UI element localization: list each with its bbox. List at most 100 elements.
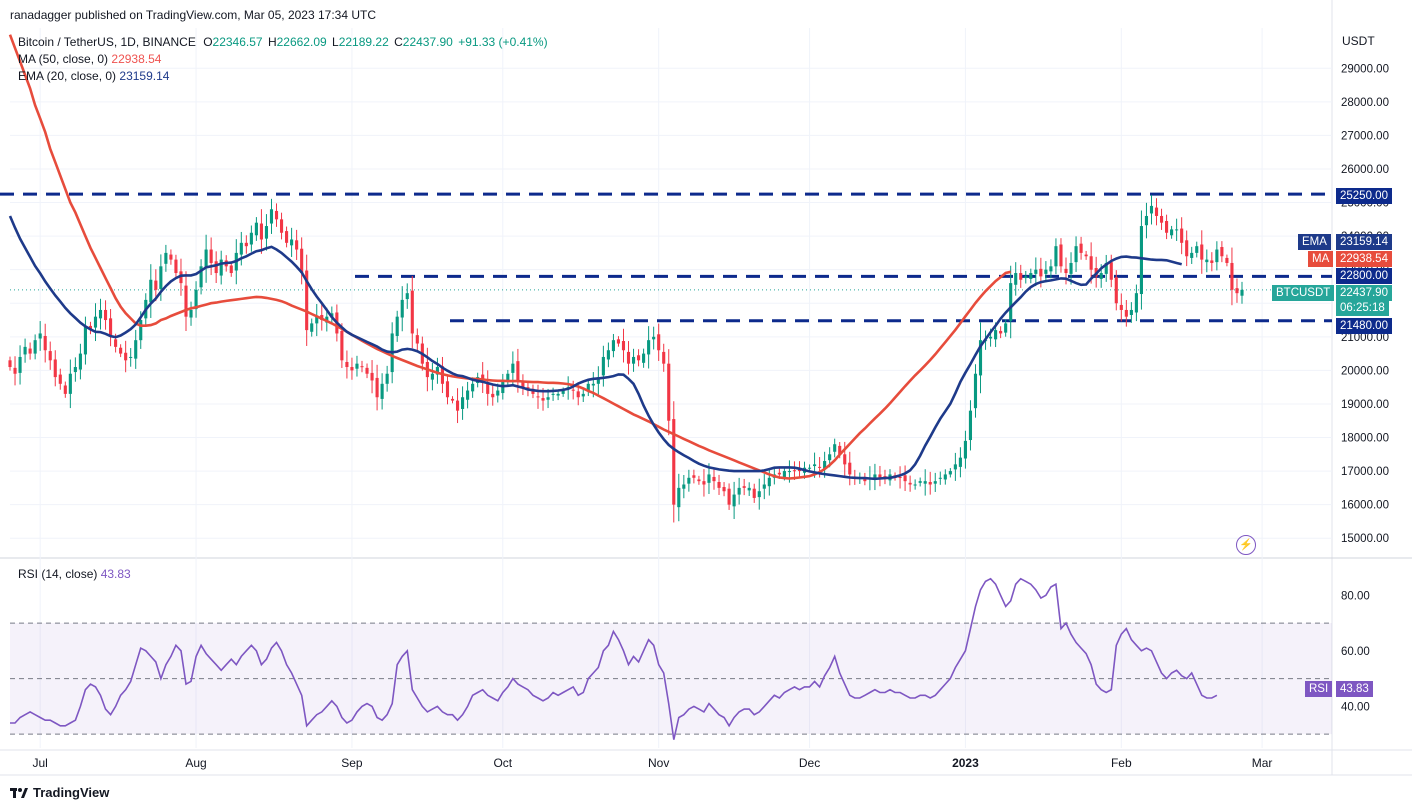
time-tick-label: Mar xyxy=(1252,756,1273,770)
candle-body xyxy=(244,242,248,247)
candle-body xyxy=(953,464,957,470)
candle-body xyxy=(848,462,852,475)
candle-body xyxy=(717,481,721,488)
candle-body xyxy=(164,252,168,264)
candle-body xyxy=(415,335,419,344)
candle-body xyxy=(1024,276,1028,279)
candle-body xyxy=(380,383,384,399)
candle-body xyxy=(239,242,243,255)
candle-body xyxy=(1200,244,1204,260)
candle-body xyxy=(1170,229,1174,236)
candle-body xyxy=(1069,262,1073,274)
candle-body xyxy=(838,445,842,455)
candle-body xyxy=(1054,246,1058,267)
candle-body xyxy=(702,481,706,485)
time-tick-label: Jul xyxy=(32,756,47,770)
candle-body xyxy=(93,316,98,328)
ema-legend-label: EMA (20, close, 0) xyxy=(18,69,117,83)
time-tick-label: Nov xyxy=(648,756,669,770)
rsi-legend[interactable]: RSI (14, close) 43.83 xyxy=(18,567,131,581)
candle-body xyxy=(28,348,32,354)
candle-body xyxy=(1154,207,1159,216)
low-label: L xyxy=(332,35,339,49)
ema-legend[interactable]: EMA (20, close, 0) 23159.14 xyxy=(18,69,169,83)
candle-body xyxy=(571,389,575,391)
candle-body xyxy=(430,373,434,380)
candle-body xyxy=(194,289,198,310)
price-tick-label: 29000.00 xyxy=(1341,63,1389,75)
ma-legend-value: 22938.54 xyxy=(111,52,162,66)
candle-body xyxy=(204,249,208,269)
candle-body xyxy=(1220,247,1224,257)
candle-body xyxy=(732,494,736,507)
high-label: H xyxy=(267,35,277,49)
candle-body xyxy=(179,271,183,284)
candle-body xyxy=(58,374,62,384)
candle-body xyxy=(722,487,726,492)
ema20-line xyxy=(8,215,1183,481)
candle-body xyxy=(370,372,374,381)
rsi-tick-label: 80.00 xyxy=(1341,590,1370,602)
candle-body xyxy=(616,339,621,344)
candle-body xyxy=(672,419,676,505)
candle-body xyxy=(762,484,766,489)
price-tick-label: 19000.00 xyxy=(1341,399,1389,411)
candle-body xyxy=(556,393,560,396)
candle-body xyxy=(813,464,817,467)
support-resistance-levels xyxy=(0,192,1332,323)
candle-body xyxy=(898,476,902,478)
candle-body xyxy=(989,336,993,339)
candle-body xyxy=(139,320,143,341)
price-value-tag: 22437.90 xyxy=(1336,285,1392,301)
symbol-legend[interactable]: Bitcoin / TetherUS, 1D, BINANCE O22346.5… xyxy=(18,35,548,49)
candle-body xyxy=(1139,226,1143,295)
candle-body xyxy=(124,352,128,361)
candle-body xyxy=(978,340,983,376)
alert-bolt-icon[interactable]: ⚡ xyxy=(1236,535,1256,555)
candle-body xyxy=(1109,262,1113,280)
candle-body xyxy=(647,340,651,355)
ema-tag-value: 23159.14 xyxy=(1336,234,1392,250)
candle-body xyxy=(18,356,22,373)
candle-body xyxy=(300,248,304,274)
candle-body xyxy=(626,351,631,364)
candle-body xyxy=(1104,262,1108,274)
rsi-legend-label: RSI (14, close) xyxy=(18,567,98,581)
candle-body xyxy=(305,270,309,331)
ma-legend[interactable]: MA (50, close, 0) 22938.54 xyxy=(18,52,161,66)
ma-tag-value: 22938.54 xyxy=(1336,251,1392,267)
candle-body xyxy=(98,309,103,319)
currency-label: USDT xyxy=(1342,34,1375,48)
candle-body xyxy=(13,367,17,374)
tradingview-logo[interactable]: TradingView xyxy=(10,785,109,800)
candle-body xyxy=(410,290,414,334)
candle-body xyxy=(561,390,565,394)
candle-body xyxy=(199,266,203,288)
candle-body xyxy=(1124,309,1128,317)
candle-body xyxy=(843,454,847,465)
candles xyxy=(8,194,1244,523)
price-tick-label: 15000.00 xyxy=(1341,533,1389,545)
publisher-line: ranadagger published on TradingView.com,… xyxy=(10,8,377,22)
candle-body xyxy=(601,356,605,376)
candle-body xyxy=(83,326,87,355)
candle-body xyxy=(606,350,610,360)
tradingview-brand: TradingView xyxy=(33,785,110,800)
candle-body xyxy=(63,385,67,394)
price-tick-label: 21000.00 xyxy=(1341,332,1389,344)
candle-body xyxy=(279,219,284,233)
candle-body xyxy=(727,488,731,505)
grid xyxy=(0,0,1412,776)
candle-body xyxy=(455,400,460,411)
candle-body xyxy=(994,330,998,340)
candle-body xyxy=(652,336,656,340)
candle-body xyxy=(637,355,641,361)
candle-body xyxy=(1084,254,1088,257)
candle-body xyxy=(1215,249,1219,263)
candle-body xyxy=(496,390,500,396)
candle-body xyxy=(792,470,797,472)
candle-body xyxy=(491,393,495,398)
candle-body xyxy=(918,481,922,483)
candle-body xyxy=(828,454,832,461)
